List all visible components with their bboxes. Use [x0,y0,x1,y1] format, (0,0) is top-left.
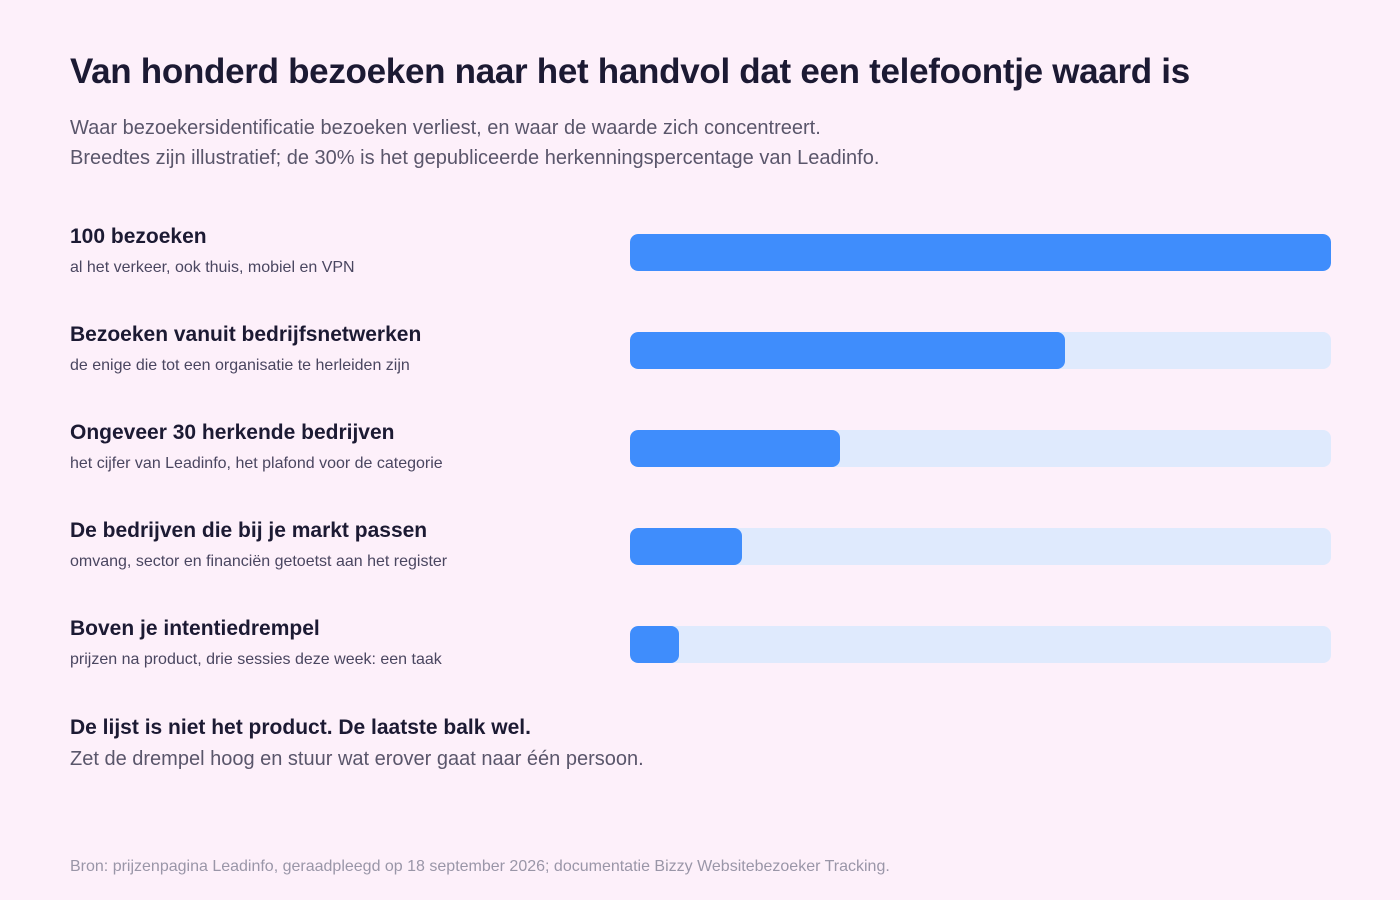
bar-row: Ongeveer 30 herkende bedrijven het cijfer… [70,421,1331,519]
bar-fill [630,234,1331,271]
bar-track [630,528,1331,565]
bar-track [630,626,1331,663]
bar-sublabel: omvang, sector en financiën getoetst aan… [70,553,448,570]
bar-track [630,234,1331,271]
subtitle-line-2: Breedtes zijn illustratief; de 30% is he… [70,147,880,169]
conclusion: De lijst is niet het product. De laatste… [70,716,644,771]
bar-label: Boven je intentiedrempel [70,617,320,640]
bar-label: Ongeveer 30 herkende bedrijven [70,421,395,444]
bar-sublabel: het cijfer van Leadinfo, het plafond voo… [70,455,443,472]
bar-fill [630,626,680,663]
bar-track [630,332,1331,369]
funnel-bars: 100 bezoeken al het verkeer, ook thuis, m… [70,225,1331,715]
bar-row: De bedrijven die bij je markt passen omva… [70,519,1331,617]
bar-track [630,430,1331,467]
bar-sublabel: al het verkeer, ook thuis, mobiel en VPN [70,259,355,276]
subtitle-line-1: Waar bezoekersidentificatie bezoeken ver… [70,117,821,139]
bar-fill [630,528,743,565]
source-note: Bron: prijzenpagina Leadinfo, geraadplee… [70,858,890,875]
bar-sublabel: de enige die tot een organisatie te herl… [70,357,410,374]
bar-row: 100 bezoeken al het verkeer, ook thuis, m… [70,225,1331,323]
bar-row: Bezoeken vanuit bedrijfsnetwerken de enig… [70,323,1331,421]
bar-label: Bezoeken vanuit bedrijfsnetwerken [70,323,422,346]
chart-subtitle: Waar bezoekersidentificatie bezoeken ver… [70,113,879,173]
conclusion-heading: De lijst is niet het product. De laatste… [70,716,531,739]
chart-title: Van honderd bezoeken naar het handvol da… [70,52,1190,91]
bar-label: 100 bezoeken [70,225,207,248]
bar-sublabel: prijzen na product, drie sessies deze we… [70,651,442,668]
bar-label: De bedrijven die bij je markt passen [70,519,428,542]
bar-fill [630,430,841,467]
bar-row: Boven je intentiedrempel prijzen na produ… [70,617,1331,715]
conclusion-text: Zet de drempel hoog en stuur wat erover … [70,748,644,770]
bar-fill [630,332,1065,369]
